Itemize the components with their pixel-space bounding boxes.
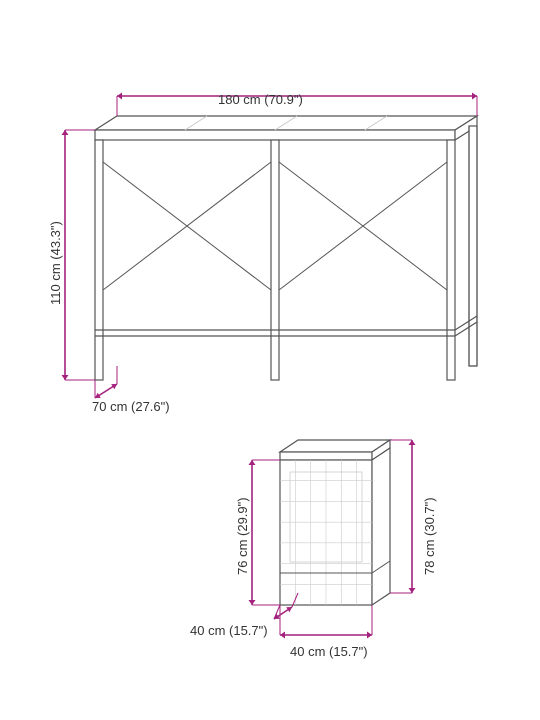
label-stool-h1: 76 cm (29.9") xyxy=(235,497,250,575)
diagram-svg xyxy=(0,0,540,720)
label-table-height: 110 cm (43.3") xyxy=(48,221,63,305)
label-stool-h2: 78 cm (30.7") xyxy=(422,497,437,575)
label-stool-depth: 40 cm (15.7") xyxy=(190,623,268,638)
diagram-container: 180 cm (70.9") 110 cm (43.3") 70 cm (27.… xyxy=(0,0,540,720)
label-table-depth: 70 cm (27.6") xyxy=(92,399,170,414)
label-stool-width: 40 cm (15.7") xyxy=(290,644,368,659)
label-table-width: 180 cm (70.9") xyxy=(218,92,303,107)
